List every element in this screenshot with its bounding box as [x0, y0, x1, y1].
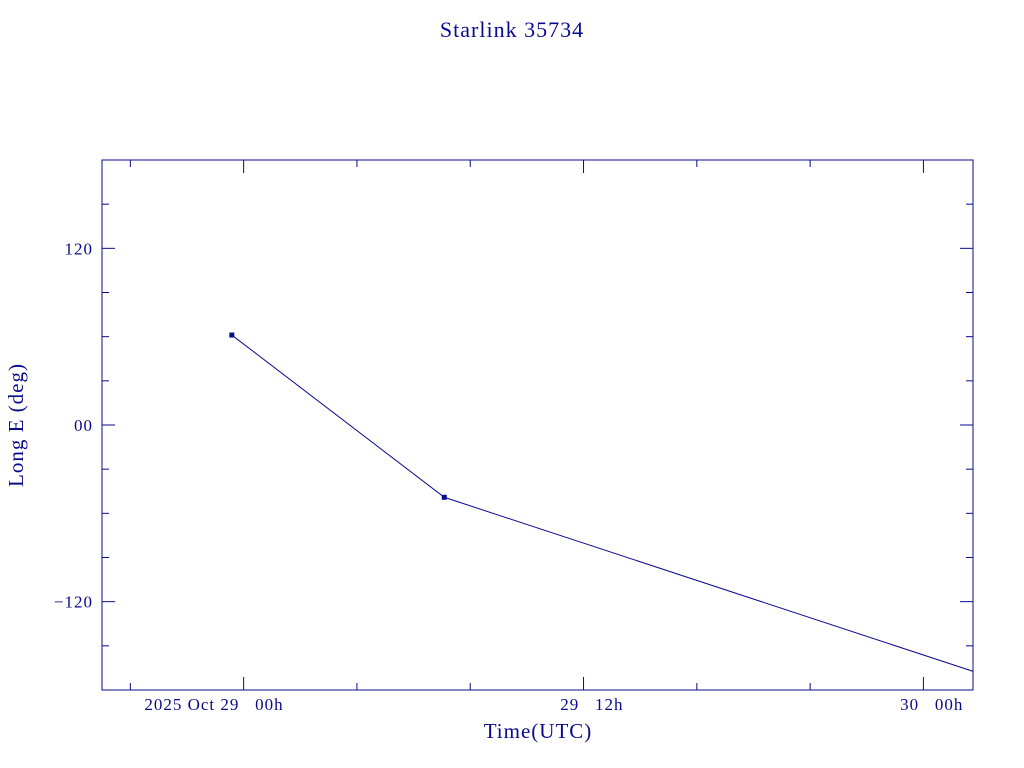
plot-frame [101, 159, 974, 691]
y-tick-labels: 120 00 −120 [54, 239, 94, 612]
series-line [231, 334, 973, 672]
x-tick-label: 2025 Oct 29 00h [144, 695, 283, 714]
x-tick-label: 30 00h [900, 695, 963, 714]
x-axis-label: Time(UTC) [484, 719, 593, 743]
chart-title: Starlink 35734 [440, 17, 584, 42]
y-axis-label: Long E (deg) [4, 363, 28, 487]
series-group [229, 332, 1024, 690]
axis-ticks [102, 160, 973, 690]
x-tick-labels: 2025 Oct 29 00h 29 12h 30 00h [144, 695, 963, 714]
data-point [229, 332, 235, 338]
data-point [1020, 685, 1024, 690]
y-tick-label: 00 [74, 416, 93, 435]
y-tick-label: −120 [54, 593, 93, 612]
data-point [441, 494, 447, 500]
x-tick-label: 29 12h [560, 695, 623, 714]
y-tick-label: 120 [65, 239, 94, 258]
